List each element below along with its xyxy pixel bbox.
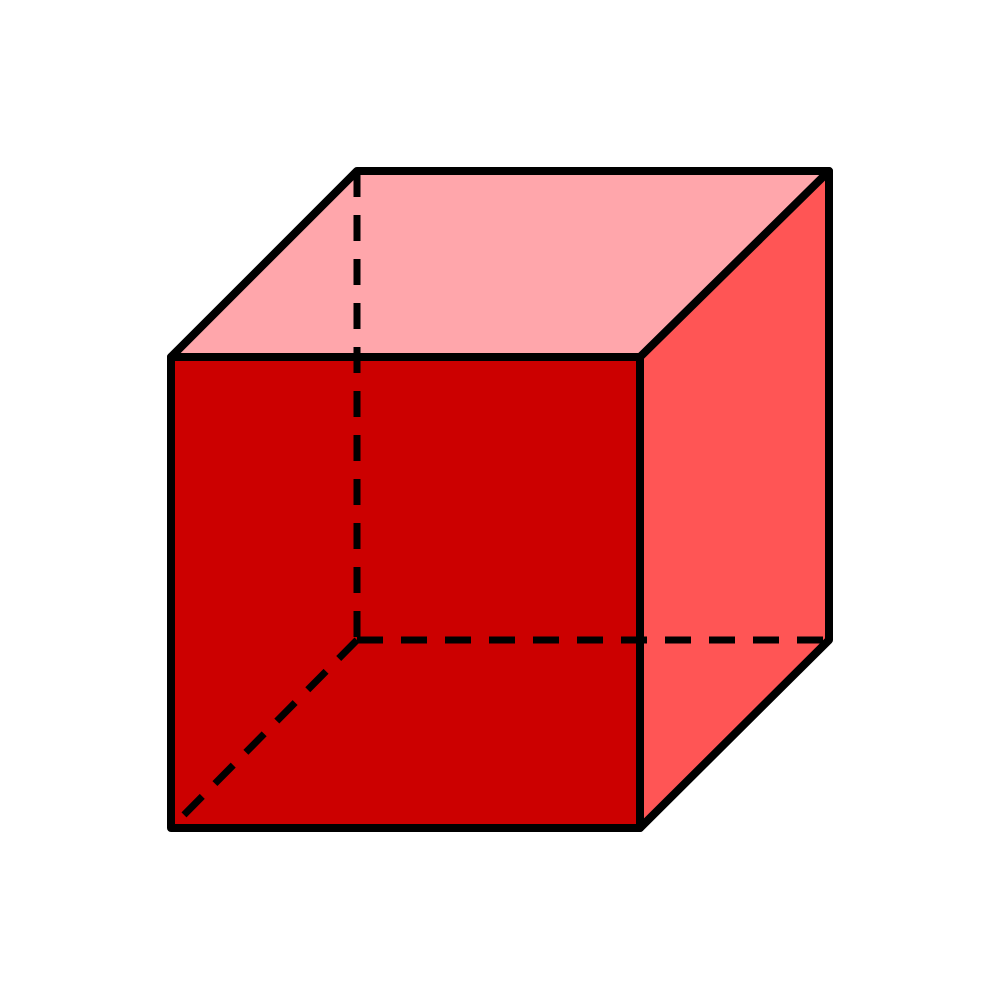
cube-right-face [640,171,829,828]
cube-front-face [171,357,640,828]
top-face-outline [167,167,833,361]
cube-top-face [171,171,829,357]
hidden-edge-diagonal [168,637,360,831]
right-face-outline [636,167,833,832]
